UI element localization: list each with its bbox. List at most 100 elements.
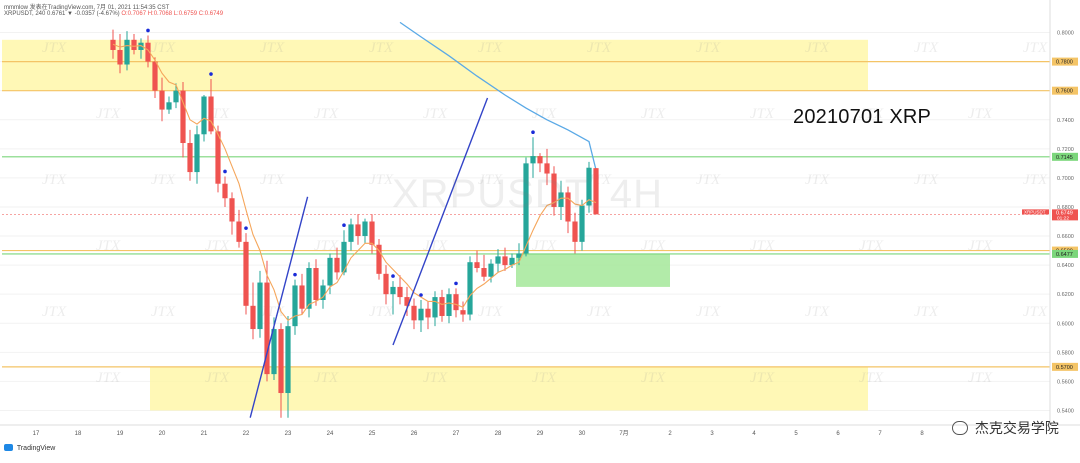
jtx-watermark: JTX <box>478 304 503 320</box>
jtx-watermark: JTX <box>914 304 939 320</box>
time-tick-label: 2 <box>668 431 672 437</box>
candle-body <box>439 297 445 316</box>
price-tag <box>1052 86 1078 95</box>
candle-body <box>544 163 550 174</box>
price-tick-label: 0.6200 <box>1057 292 1074 298</box>
price-tag-label: 0.7145 <box>1056 155 1073 161</box>
candle-body <box>334 257 340 273</box>
candle-body <box>299 285 305 309</box>
countdown-label: 01:22 <box>1057 215 1069 221</box>
time-tick-label: 28 <box>495 431 502 437</box>
tradingview-logo-icon <box>4 444 13 451</box>
time-tick-label: 3 <box>710 431 714 437</box>
price-tick-label: 0.8000 <box>1057 31 1074 37</box>
candle-body <box>229 198 235 222</box>
jtx-watermark: JTX <box>260 172 285 188</box>
publisher-line: mmmlow 发表在TradingView.com, 7月 01, 2021 1… <box>4 5 170 11</box>
candle-body <box>271 329 277 375</box>
jtx-watermark: JTX <box>423 106 448 122</box>
jtx-watermark: JTX <box>96 238 121 254</box>
jtx-watermark: JTX <box>641 370 666 386</box>
jtx-watermark: JTX <box>423 238 448 254</box>
jtx-watermark: JTX <box>151 40 176 56</box>
jtx-watermark: JTX <box>314 370 339 386</box>
candle-body <box>131 39 137 50</box>
ohlc-values: O:0.7067 H:0.7068 L:0.6759 C:0.6749 <box>121 11 224 17</box>
jtx-watermark: JTX <box>151 304 176 320</box>
candle-body <box>187 143 193 173</box>
price-tick-label: 0.6400 <box>1057 263 1074 269</box>
jtx-watermark: JTX <box>1023 172 1048 188</box>
candle-body <box>460 310 466 315</box>
signal-dot <box>531 130 535 134</box>
jtx-watermark: JTX <box>914 172 939 188</box>
price-tick-label: 0.5800 <box>1057 350 1074 356</box>
jtx-watermark: JTX <box>369 172 394 188</box>
candle-body <box>166 102 172 110</box>
candle-body <box>495 256 501 264</box>
candle-body <box>264 282 270 375</box>
time-tick-label: 18 <box>75 431 82 437</box>
jtx-watermark: JTX <box>750 370 775 386</box>
candle-body <box>117 49 123 65</box>
candle-body <box>432 297 438 318</box>
candle-body <box>194 134 200 173</box>
current-price-label: 0.6749 <box>1056 210 1073 216</box>
wechat-label: 杰克交易学院 <box>974 420 1059 436</box>
current-price-tag <box>1052 209 1078 221</box>
jtx-watermark: JTX <box>532 106 557 122</box>
price-tick-label: 0.5400 <box>1057 408 1074 414</box>
jtx-watermark: JTX <box>369 40 394 56</box>
jtx-watermark: JTX <box>96 370 121 386</box>
candle-body <box>593 168 599 215</box>
jtx-watermark: JTX <box>805 172 830 188</box>
ma-fast-line <box>112 43 597 322</box>
signal-dot <box>244 226 248 230</box>
candle-body <box>201 96 207 135</box>
jtx-watermark: JTX <box>914 40 939 56</box>
candle-body <box>418 308 424 321</box>
jtx-watermark: JTX <box>42 40 67 56</box>
time-tick-label: 5 <box>794 431 798 437</box>
ma-slow-line <box>399 21 597 171</box>
candle-body <box>383 273 389 295</box>
tradingview-brand[interactable]: TradingView <box>4 444 55 452</box>
candle-body <box>362 221 368 237</box>
candle-body <box>474 262 480 269</box>
candle-body <box>180 90 186 144</box>
jtx-watermark: JTX <box>1023 40 1048 56</box>
price-tick-label: 0.6800 <box>1057 205 1074 211</box>
jtx-watermark: JTX <box>641 106 666 122</box>
time-axis: 17 18 19 20 21 22 23 24 25 26 27 28 29 30 7月 2 3 4 5 6 7 8 <box>0 424 1080 437</box>
time-tick-label: 24 <box>327 431 334 437</box>
jtx-watermark: JTX <box>205 238 230 254</box>
candle-body <box>159 90 165 110</box>
jtx-watermark: JTX <box>641 238 666 254</box>
candle-body <box>285 326 291 394</box>
jtx-watermark: JTX <box>587 172 612 188</box>
candle-body <box>306 268 312 309</box>
tradingview-label: TradingView <box>16 445 56 452</box>
price-tick-label: 0.5600 <box>1057 379 1074 385</box>
time-tick-label: 6 <box>836 431 840 437</box>
candles-group <box>110 29 599 418</box>
time-tick-label: 4 <box>752 431 756 437</box>
wechat-icon <box>952 421 968 435</box>
signal-dot <box>146 28 150 33</box>
candle-body <box>572 221 578 242</box>
current-symbol-tag <box>1022 209 1049 215</box>
jtx-watermark: JTX <box>750 238 775 254</box>
time-tick-label: 19 <box>117 431 124 437</box>
jtx-watermark: JTX <box>96 106 121 122</box>
time-tick-label: 8 <box>920 431 924 437</box>
candle-body <box>208 96 214 132</box>
price-tag-label: 0.6477 <box>1056 252 1073 258</box>
candle-body <box>586 167 592 206</box>
price-tag-label: 0.5700 <box>1056 365 1073 371</box>
signal-dot <box>454 281 458 286</box>
jtx-watermark: JTX <box>369 304 394 320</box>
jtx-watermark: JTX <box>696 304 721 320</box>
candle-body <box>124 39 130 65</box>
